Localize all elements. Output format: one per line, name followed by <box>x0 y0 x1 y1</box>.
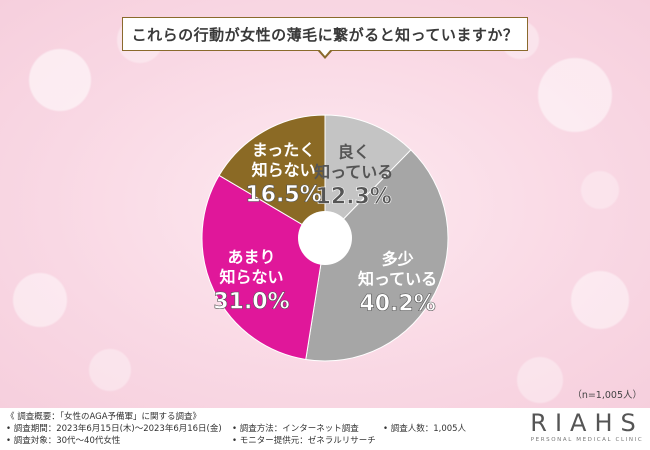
slice-label-1-line-2: 知っている <box>314 162 393 181</box>
survey-method: • 調査方法：インターネット調査 <box>232 424 359 434</box>
survey-target: • 調査対象：30代～40代女性 <box>6 436 121 446</box>
donut-hole <box>298 211 352 265</box>
logo-wordmark: RIAHS <box>530 409 644 437</box>
chart-title: これらの行動が女性の薄毛に繋がると知っていますか？ <box>122 17 528 51</box>
survey-provider: • モニター提供元：ゼネラルリサーチ <box>232 436 376 446</box>
slice-label-4-line-2: 知らない <box>252 160 316 179</box>
slice-value-2: 40.2% <box>359 291 435 316</box>
survey-count: • 調査人数：1,005人 <box>383 424 467 434</box>
pie-slice-4 <box>218 114 326 239</box>
pie-slice-1 <box>324 114 412 240</box>
survey-period: • 調査期間：2023年6月15日(木)～2023年6月16日(金) <box>6 424 222 434</box>
brand-logo: RIAHS PERSONAL MEDICAL CLINIC <box>528 410 646 444</box>
pie-slices <box>201 114 449 362</box>
pie-slice-3 <box>201 174 326 361</box>
slice-value-1: 12.3% <box>316 184 392 209</box>
survey-heading: 《 調査概要：「女性のAGA予備軍」に関する調査》 <box>6 412 202 422</box>
slice-label-4-line-1: まったく <box>252 140 315 159</box>
slice-value-3: 31.0% <box>213 290 289 315</box>
donut-chart: 良く知っている12.3%多少知っている40.2%あまり知らない31.0%まったく… <box>201 114 449 362</box>
slice-label-1-line-1: 良く <box>338 142 370 161</box>
slice-label-2-line-2: 知っている <box>358 269 437 288</box>
slice-label-3-line-1: あまり <box>227 248 275 267</box>
slice-value-4: 16.5% <box>245 182 321 207</box>
title-pointer-inner <box>319 49 331 56</box>
footer: 《 調査概要：「女性のAGA予備軍」に関する調査》 • 調査期間：2023年6月… <box>0 408 650 450</box>
slice-labels: 良く知っている12.3%多少知っている40.2%あまり知らない31.0%まったく… <box>213 140 437 316</box>
logo-tagline: PERSONAL MEDICAL CLINIC <box>530 437 644 443</box>
slice-label-3-line-2: 知らない <box>219 268 283 287</box>
sample-size-note: （n=1,005人） <box>572 390 642 401</box>
slice-label-2-line-1: 多少 <box>382 249 414 268</box>
pie-slice-2 <box>305 149 449 362</box>
